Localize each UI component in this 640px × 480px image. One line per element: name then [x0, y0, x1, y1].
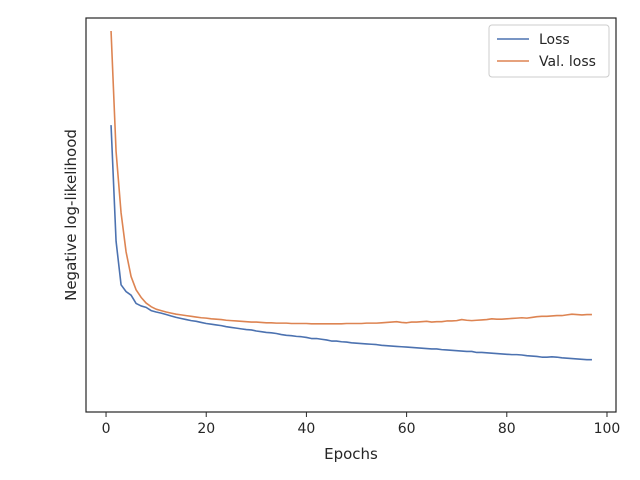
series-line-loss [110, 125, 592, 361]
legend-box [488, 24, 610, 78]
legend: Loss Val. loss [488, 24, 610, 78]
series-line-val-loss [110, 30, 592, 325]
series-layer [110, 30, 592, 361]
x-tick-label: 80 [498, 421, 516, 437]
x-tick-label: 60 [398, 421, 416, 437]
x-tick-label: 40 [298, 421, 316, 437]
x-tick-label: 100 [594, 421, 621, 437]
x-tick-label: 20 [197, 421, 215, 437]
legend-label-val-loss: Val. loss [539, 54, 596, 70]
x-axis-ticks: 0 20 40 60 80 100 [102, 412, 621, 437]
x-axis-label: Epochs [324, 445, 378, 463]
plot-frame [85, 17, 617, 413]
y-axis-label: Negative log-likelihood [62, 129, 80, 301]
x-tick-label: 0 [102, 421, 111, 437]
legend-label-loss: Loss [539, 32, 570, 48]
